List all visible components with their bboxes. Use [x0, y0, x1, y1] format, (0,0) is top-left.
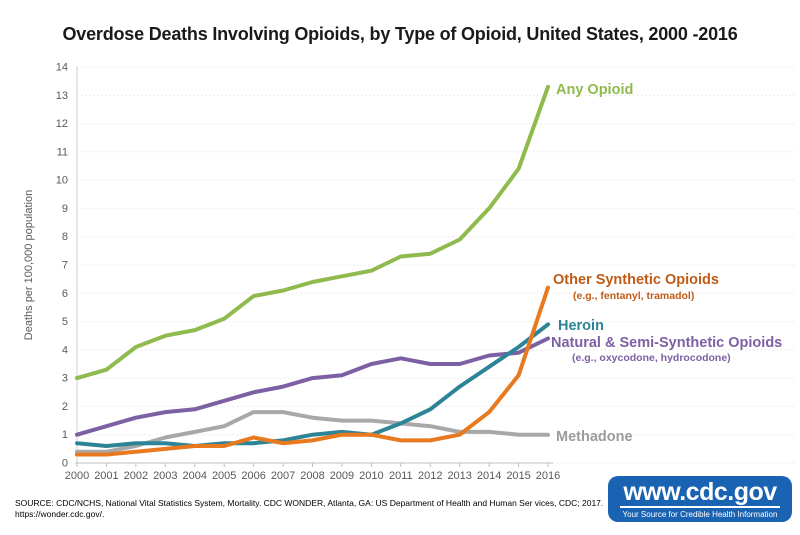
x-tick-label-2003: 2003 — [153, 470, 177, 482]
x-tick-label-2007: 2007 — [271, 470, 295, 482]
series-label-natural-semi-synthetic-opioids: Natural & Semi-Synthetic Opioids — [551, 335, 782, 351]
y-axis-title: Deaths per 100,000 population — [23, 190, 35, 340]
series-sublabel-natural-semi-synthetic-opioids: (e.g., oxycodone, hydrocodone) — [572, 352, 731, 364]
x-tick-label-2008: 2008 — [300, 470, 324, 482]
source-line-2: https://wonder.cdc.gov/. — [15, 509, 105, 519]
y-tick-label-2: 2 — [62, 401, 68, 413]
chart-title: Overdose Deaths Involving Opioids, by Ty… — [62, 24, 738, 44]
y-tick-label-14: 14 — [56, 62, 68, 74]
series-line-methadone — [75, 410, 550, 454]
series-line-natural-semi-synthetic-opioids — [75, 336, 550, 437]
y-tick-label-11: 11 — [57, 146, 68, 158]
y-tick-label-0: 0 — [62, 458, 68, 470]
x-tick-label-2002: 2002 — [124, 470, 148, 482]
y-tick-label-5: 5 — [62, 316, 68, 328]
y-tick-label-13: 13 — [56, 90, 68, 102]
x-tick-label-2013: 2013 — [447, 470, 471, 482]
x-tick-label-2011: 2011 — [389, 470, 413, 482]
series-label-heroin: Heroin — [558, 318, 604, 334]
y-tick-label-12: 12 — [56, 118, 68, 130]
y-tick-label-6: 6 — [62, 288, 68, 300]
x-tick-label-2005: 2005 — [212, 470, 236, 482]
y-tick-label-9: 9 — [62, 203, 68, 215]
series-line-any-opioid — [75, 84, 550, 381]
x-tick-label-2000: 2000 — [65, 470, 89, 482]
x-tick-label-2006: 2006 — [241, 470, 265, 482]
series-sublabel-other-synthetic-opioids: (e.g., fentanyl, tramadol) — [573, 290, 694, 302]
y-tick-label-4: 4 — [62, 344, 68, 356]
series-label-other-synthetic-opioids: Other Synthetic Opioids — [553, 272, 719, 288]
x-tick-label-2012: 2012 — [418, 470, 442, 482]
series-line-other-synthetic-opioids — [75, 285, 550, 457]
series-label-any-opioid: Any Opioid — [556, 82, 633, 98]
source-line-1: SOURCE: CDC/NCHS, National Vital Statist… — [15, 498, 604, 508]
x-tick-label-2009: 2009 — [330, 470, 354, 482]
x-tick-label-2016: 2016 — [536, 470, 560, 482]
x-tick-label-2004: 2004 — [183, 470, 207, 482]
y-tick-label-10: 10 — [56, 175, 68, 187]
y-tick-label-3: 3 — [62, 373, 68, 385]
y-tick-label-8: 8 — [62, 231, 68, 243]
x-tick-label-2001: 2001 — [94, 470, 118, 482]
cdc-logo-url: www.cdc.gov — [620, 479, 780, 508]
x-tick-label-2015: 2015 — [506, 470, 530, 482]
source-note: SOURCE: CDC/NCHS, National Vital Statist… — [15, 498, 615, 520]
y-tick-label-1: 1 — [62, 429, 68, 441]
cdc-logo-tagline: Your Source for Credible Health Informat… — [622, 509, 778, 519]
x-tick-label-2010: 2010 — [359, 470, 383, 482]
y-tick-label-7: 7 — [62, 260, 68, 272]
cdc-logo[interactable]: www.cdc.gov Your Source for Credible Hea… — [608, 476, 792, 522]
series-line-heroin — [75, 322, 550, 448]
x-tick-label-2014: 2014 — [477, 470, 501, 482]
series-label-methadone: Methadone — [556, 429, 633, 445]
